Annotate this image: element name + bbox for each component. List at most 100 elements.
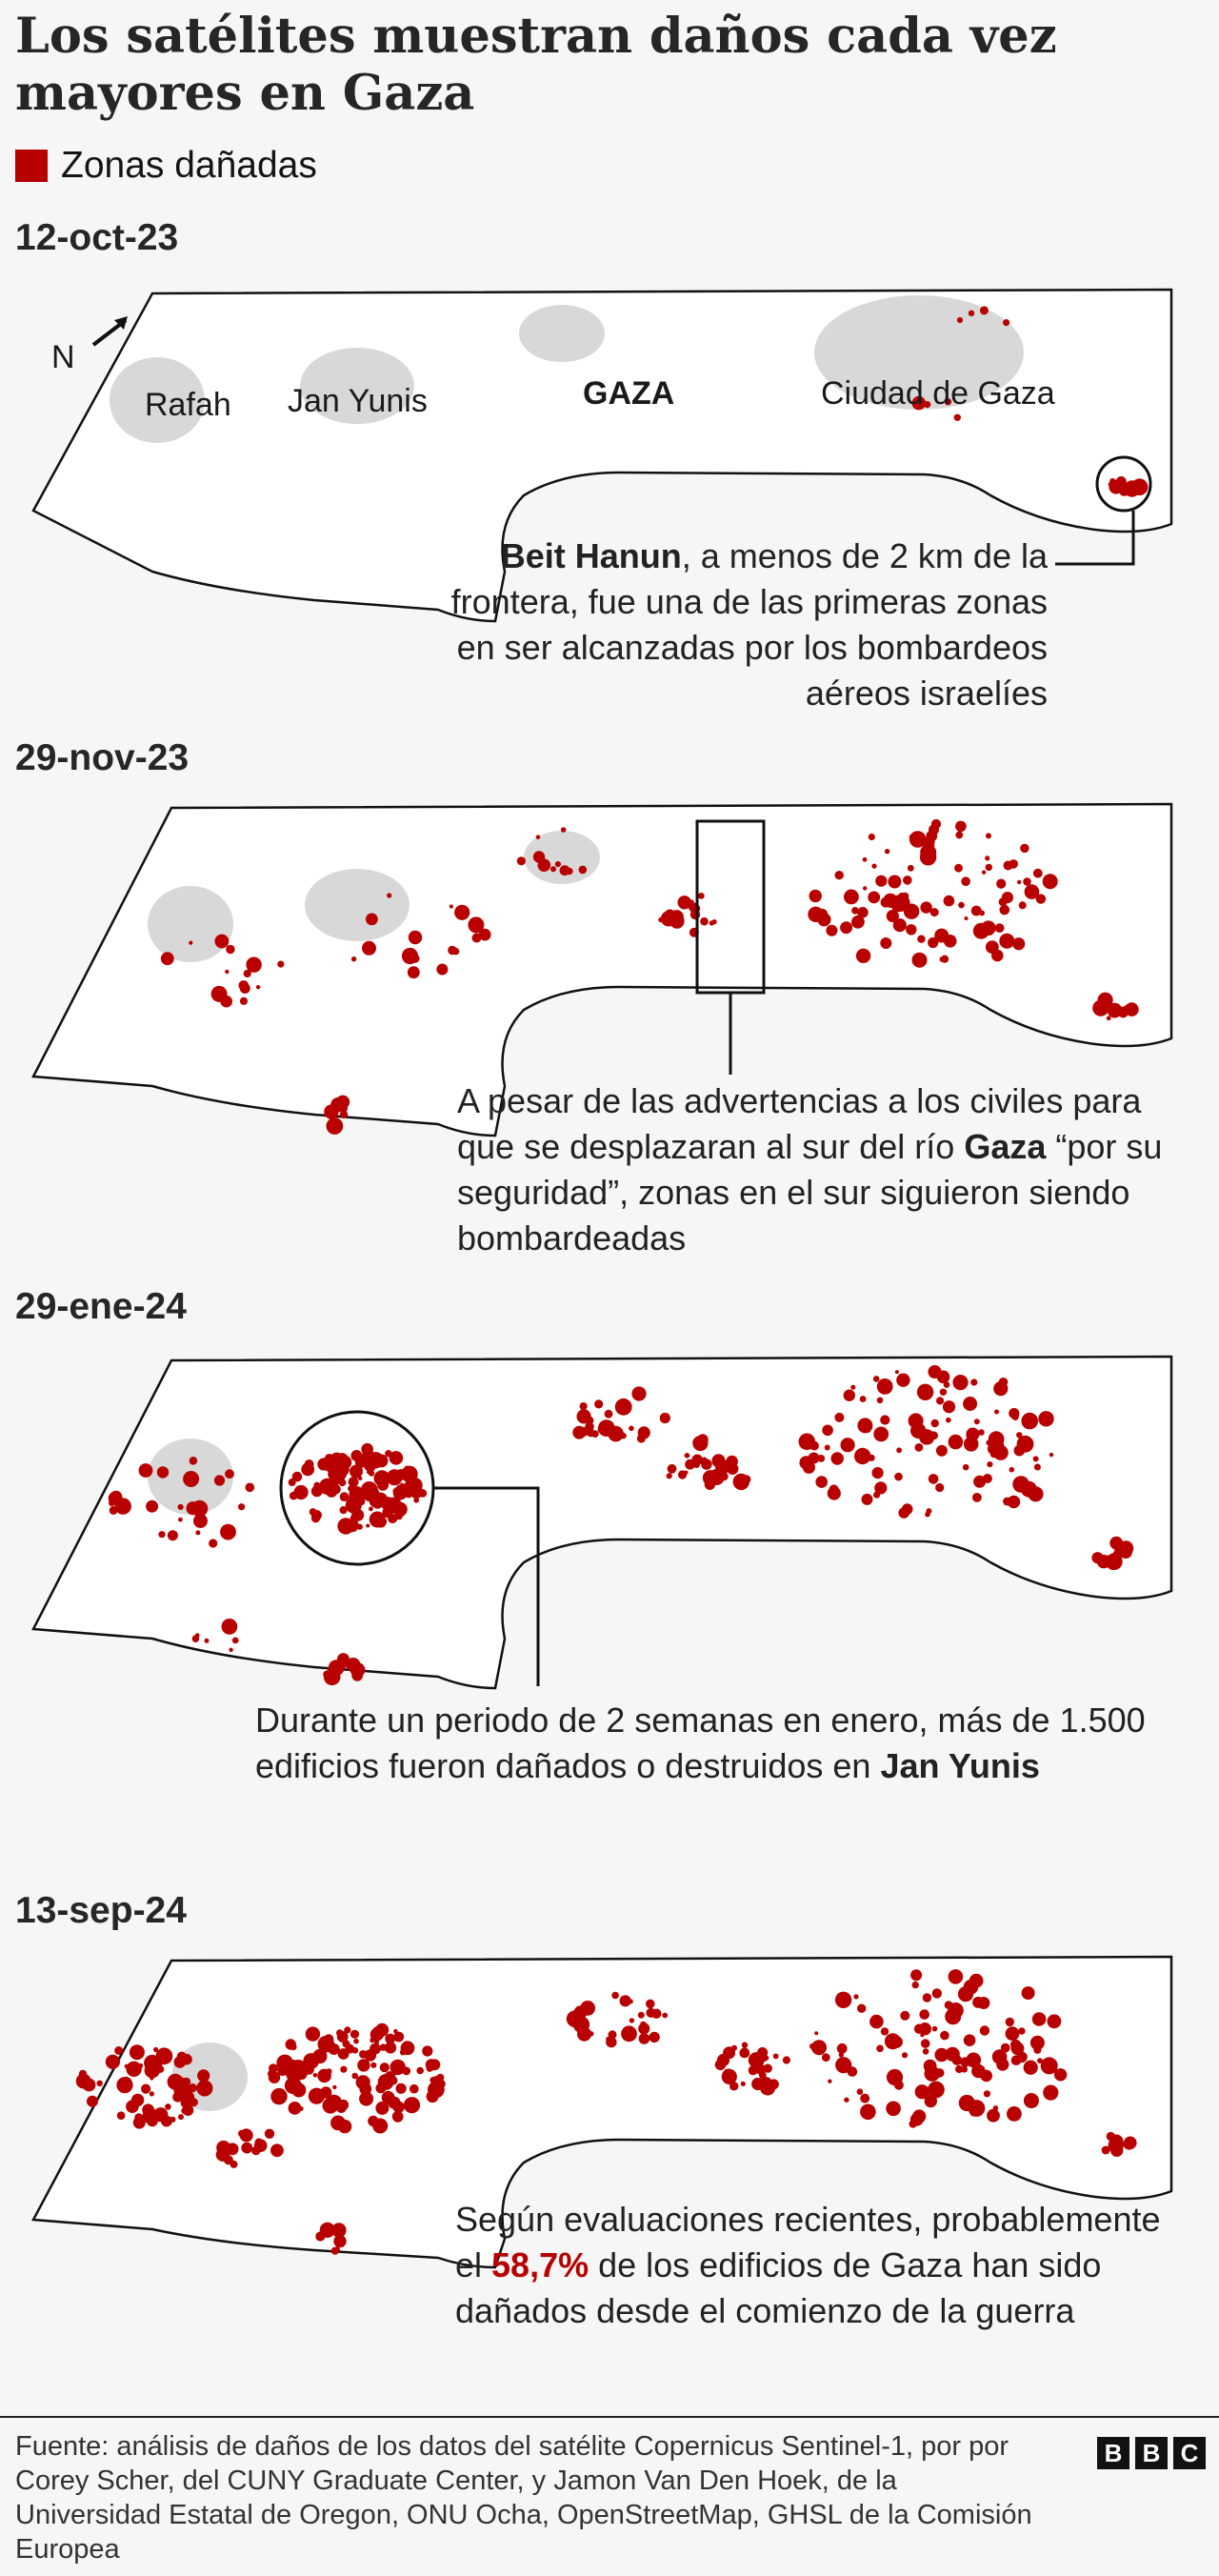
damage-mark: [324, 1104, 339, 1119]
damage-mark: [429, 2061, 434, 2066]
damage-mark: [105, 2054, 120, 2069]
damage-mark: [407, 966, 420, 979]
damage-mark: [468, 916, 485, 934]
note-2-bold: Gaza: [964, 1127, 1047, 1166]
bbc-logo-letter: C: [1173, 2437, 1206, 2469]
damage-mark: [320, 2086, 332, 2099]
damage-mark: [87, 2095, 98, 2107]
damage-mark: [191, 1635, 200, 1642]
bbc-logo-letter: B: [1135, 2437, 1168, 2469]
damage-mark: [370, 2062, 377, 2068]
damage-mark: [350, 2029, 360, 2039]
damage-mark: [659, 1412, 670, 1424]
damage-mark: [312, 2073, 318, 2078]
damage-mark: [368, 1470, 375, 1477]
damage-mark: [402, 2066, 411, 2076]
damage-mark: [1028, 1486, 1044, 1502]
damage-mark: [255, 985, 261, 990]
damage-mark: [892, 918, 907, 933]
damage-mark: [516, 856, 527, 866]
gaza-strip-outline: [31, 1355, 1173, 1690]
damage-mark: [994, 923, 1005, 933]
damage-mark: [861, 1493, 873, 1505]
damage-mark: [1101, 2145, 1110, 2155]
damage-mark: [1047, 2014, 1062, 2029]
damage-mark: [284, 2077, 302, 2095]
damage-mark: [929, 908, 939, 917]
damage-mark: [739, 2047, 750, 2059]
damage-mark: [288, 1479, 296, 1486]
damage-mark: [326, 1117, 344, 1135]
damage-mark: [396, 1484, 405, 1493]
damage-mark: [204, 1638, 210, 1643]
damage-mark: [853, 1994, 859, 2000]
damage-mark: [1021, 1412, 1038, 1430]
damage-mark: [231, 1637, 239, 1644]
damage-mark: [834, 1412, 845, 1422]
damage-mark: [1032, 1456, 1039, 1462]
damage-mark: [393, 2031, 405, 2043]
damage-mark: [928, 936, 939, 949]
damage-mark: [1003, 319, 1010, 327]
damage-mark: [197, 2069, 210, 2083]
damage-mark: [358, 1476, 363, 1480]
damage-mark: [928, 2081, 945, 2099]
damage-mark: [158, 1531, 166, 1539]
damage-mark: [1018, 2027, 1026, 2035]
panel-date-1: 12-oct-23: [15, 217, 179, 258]
damage-mark: [1023, 877, 1031, 886]
damage-mark: [340, 2065, 348, 2073]
damage-mark: [860, 2093, 870, 2103]
damage-mark: [860, 2103, 876, 2121]
damage-mark: [962, 1463, 969, 1471]
damage-mark: [346, 1658, 361, 1673]
damage-mark: [640, 2021, 647, 2028]
damage-mark: [413, 1497, 420, 1503]
damage-mark: [373, 1514, 381, 1522]
damage-mark: [269, 2063, 278, 2073]
legend-swatch: [15, 150, 48, 182]
damage-mark: [149, 2091, 154, 2097]
damage-mark: [330, 2115, 346, 2131]
damage-mark: [162, 2049, 172, 2060]
note-2-text-a: A pesar de las advertencias a los civile…: [457, 1081, 1142, 1166]
damage-mark: [886, 2101, 901, 2117]
damage-mark: [1049, 1452, 1054, 1458]
damage-mark: [1115, 476, 1127, 487]
damage-mark: [96, 2080, 103, 2086]
bbc-logo-letter: B: [1097, 2437, 1129, 2469]
note-4-highlight: 58,7%: [491, 2245, 590, 2284]
damage-mark: [815, 1476, 828, 1488]
damage-mark: [310, 1514, 321, 1523]
damage-mark: [844, 2097, 849, 2103]
damage-mark: [921, 903, 926, 909]
note-3-text: Durante un periodo de 2 semanas en enero…: [255, 1701, 1146, 1785]
damage-mark: [896, 1447, 902, 1454]
gaza-map-2: [31, 802, 1173, 1137]
damage-mark: [799, 1441, 804, 1446]
damage-mark: [916, 1383, 934, 1400]
damage-mark: [808, 1452, 820, 1464]
damage-mark: [840, 921, 853, 935]
damage-mark: [188, 2083, 197, 2093]
damage-mark: [333, 2234, 347, 2248]
damage-mark: [934, 928, 949, 943]
damage-mark: [979, 306, 989, 315]
damage-mark: [410, 2083, 419, 2094]
damage-mark: [809, 2043, 816, 2050]
damage-mark: [290, 2043, 297, 2051]
damage-mark: [701, 1457, 708, 1463]
damage-mark: [985, 863, 992, 872]
damage-mark: [940, 2030, 949, 2041]
damage-mark: [822, 1424, 833, 1437]
damage-mark: [948, 1969, 964, 1984]
damage-mark: [911, 395, 927, 411]
damage-mark: [697, 893, 705, 899]
damage-mark: [355, 2075, 370, 2090]
damage-mark: [821, 2053, 830, 2063]
damage-mark: [239, 983, 250, 994]
damage-mark: [389, 1503, 393, 1508]
damage-mark: [951, 2055, 963, 2065]
damage-mark: [1018, 901, 1027, 910]
damage-mark: [216, 2140, 231, 2155]
